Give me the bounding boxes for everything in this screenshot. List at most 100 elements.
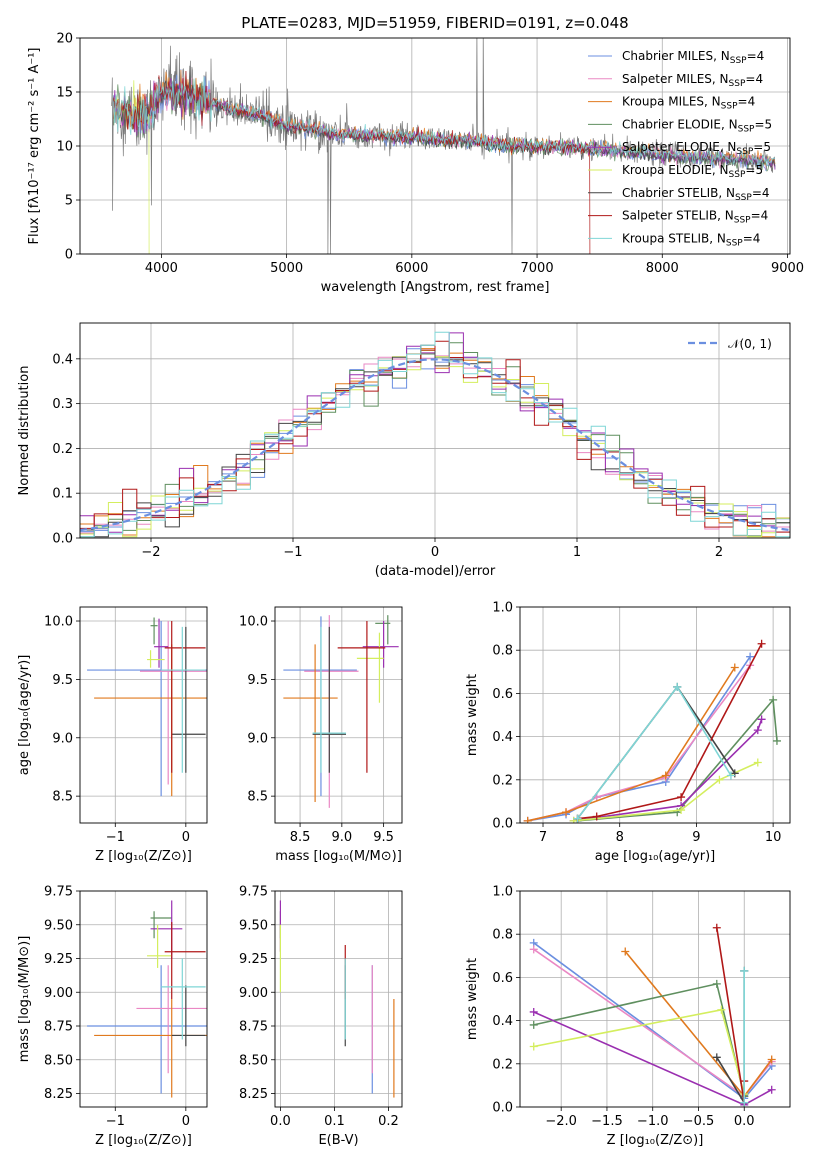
x-tick-label: 0 bbox=[182, 1114, 190, 1129]
errorbar-point-chabrier-stelib bbox=[171, 985, 206, 1047]
errorbar-point-kroupa-stelib bbox=[161, 958, 206, 1040]
y-tick-label: 9.50 bbox=[44, 918, 73, 933]
errorbar-point-salpeter-miles bbox=[304, 615, 359, 808]
legend-label: Chabrier STELIB, NSSP=4 bbox=[622, 186, 770, 203]
y-tick-label: 0.4 bbox=[492, 730, 513, 745]
weight-vs-metallicity-panel: −2.0 −1.5 −1.0 −0.5 0.0 0.0 0.2 0.4 0.6 0.8 1.0 Z [… bbox=[465, 885, 791, 1148]
legend-label: 𝒩(0, 1) bbox=[728, 337, 772, 351]
y-tick-label: 0.0 bbox=[52, 532, 73, 547]
normal-distribution-curve bbox=[80, 358, 790, 532]
series-point-marker bbox=[661, 771, 670, 780]
x-tick-label: 6000 bbox=[395, 261, 428, 276]
grid-lines bbox=[80, 607, 207, 823]
x-tick-label: 9.0 bbox=[331, 830, 352, 845]
age-vs-mass-panel: 8.5 9.0 9.5 8.5 9.0 9.5 10.0 mass [log₁₀(M/M⊙)] bbox=[239, 606, 403, 864]
weight-series-salpeter-miles bbox=[523, 661, 755, 823]
errorbar-point-kroupa-miles bbox=[283, 644, 338, 802]
y-axis-label: mass [log₁₀(M/M⊙)] bbox=[17, 936, 32, 1063]
model-spectrum-kroupa-stelib bbox=[113, 76, 776, 168]
y-tick-label: 0.0 bbox=[492, 817, 513, 832]
y-tick-label: 10.0 bbox=[239, 615, 268, 630]
legend-label: Chabrier ELODIE, NSSP=5 bbox=[622, 117, 772, 134]
x-tick-label: 2 bbox=[715, 545, 723, 560]
plot-area bbox=[283, 615, 399, 808]
legend-label: Chabrier MILES, NSSP=4 bbox=[622, 49, 764, 66]
y-tick-label: 0.3 bbox=[52, 397, 73, 412]
axes-frame bbox=[519, 606, 791, 824]
ticks: −2.0 −1.5 −1.0 −0.5 0.0 0.0 0.2 0.4 0.6 0.8 1.0 bbox=[492, 885, 754, 1130]
plot-area bbox=[523, 639, 781, 823]
series-point-marker bbox=[767, 1055, 776, 1064]
weight-series-kroupa-stelib bbox=[573, 682, 735, 823]
y-axis-label: Flux [fλ10⁻¹⁷ erg cm⁻² s⁻¹ A⁻¹] bbox=[27, 48, 42, 245]
y-tick-label: 0.0 bbox=[492, 1101, 513, 1116]
legend-label: Salpeter MILES, NSSP=4 bbox=[622, 72, 763, 89]
plot-area bbox=[110, 38, 776, 254]
ticks: −1 0 8.25 8.50 8.75 9.00 9.25 9.50 9.75 bbox=[44, 885, 190, 1130]
series-point-marker bbox=[753, 758, 762, 767]
series-line bbox=[577, 697, 778, 822]
grid-lines bbox=[80, 890, 207, 1107]
series-point-marker bbox=[592, 812, 601, 821]
axes-frame bbox=[274, 890, 403, 1108]
errorbar-point-salpeter-stelib bbox=[164, 922, 206, 999]
y-tick-label: 0 bbox=[65, 248, 73, 263]
x-tick-label: 1 bbox=[573, 545, 581, 560]
errorbar-point-salpeter-stelib bbox=[164, 621, 206, 773]
x-tick-label: 0 bbox=[431, 545, 439, 560]
series-point-marker bbox=[529, 1020, 538, 1029]
series-point-marker bbox=[767, 1085, 776, 1094]
errorbar-point-kroupa-stelib bbox=[312, 626, 347, 773]
grid-lines bbox=[275, 607, 402, 823]
x-tick-label: −0.5 bbox=[683, 1114, 715, 1129]
errorbar-point-chabrier-elodie bbox=[150, 617, 158, 645]
weight-series-salpeter-stelib bbox=[573, 639, 766, 823]
errorbar-point-chabrier-miles bbox=[87, 965, 207, 1094]
legend-label-main: Salpeter ELODIE, N bbox=[622, 140, 736, 154]
y-tick-label: 9.5 bbox=[247, 673, 268, 688]
y-tick-label: 8.25 bbox=[44, 1087, 73, 1102]
legend-label: Kroupa STELIB, NSSP=4 bbox=[622, 231, 760, 248]
legend-label-main: Salpeter STELIB, N bbox=[622, 209, 734, 223]
ticks: 7 8 9 10 0.0 0.2 0.4 0.6 0.8 1.0 bbox=[492, 601, 781, 846]
series-point-marker bbox=[726, 771, 735, 780]
y-tick-label: 15 bbox=[56, 86, 73, 101]
plot-area bbox=[529, 923, 776, 1107]
series-point-marker bbox=[677, 793, 686, 802]
chart-title: PLATE=0283, MJD=51959, FIBERID=0191, z=0… bbox=[241, 14, 628, 32]
axes-frame bbox=[79, 322, 791, 539]
errorbar-point-salpeter-stelib bbox=[337, 621, 386, 773]
legend-label-value: =4 bbox=[751, 209, 769, 223]
residual-histogram-kroupa-stelib bbox=[80, 331, 790, 538]
y-tick-label: 0.2 bbox=[52, 442, 73, 457]
y-tick-label: 8.75 bbox=[239, 1020, 268, 1035]
x-axis-label: Z [log₁₀(Z/Z⊙)] bbox=[607, 1133, 704, 1148]
x-tick-label: 0 bbox=[182, 830, 190, 845]
x-tick-label: 8000 bbox=[646, 261, 679, 276]
x-tick-label: −1.5 bbox=[591, 1114, 623, 1129]
y-tick-label: 0.2 bbox=[492, 773, 513, 788]
legend-label-value: =4 bbox=[745, 72, 763, 86]
x-tick-label: 9.5 bbox=[373, 830, 394, 845]
legend-label: Kroupa ELODIE, NSSP=5 bbox=[622, 163, 763, 180]
y-tick-label: 8.5 bbox=[52, 790, 73, 805]
legend-label-value: =5 bbox=[754, 117, 772, 131]
legend-label: Kroupa MILES, NSSP=4 bbox=[622, 95, 755, 112]
legend-label-value: =4 bbox=[752, 186, 770, 200]
x-tick-label: 4000 bbox=[145, 261, 178, 276]
x-tick-label: 8.5 bbox=[290, 830, 311, 845]
legend-label: Salpeter STELIB, NSSP=4 bbox=[622, 209, 768, 226]
legend-label-main: Salpeter MILES, N bbox=[622, 72, 729, 86]
errorbar-point-salpeter-miles bbox=[139, 621, 207, 785]
series-line bbox=[577, 643, 763, 820]
y-tick-label: 0.6 bbox=[492, 971, 513, 986]
y-tick-label: 9.0 bbox=[52, 731, 73, 746]
legend-label-value: =4 bbox=[747, 49, 765, 63]
y-axis-label: age [log₁₀(age/yr)] bbox=[17, 655, 32, 776]
legend-label-main: Chabrier STELIB, N bbox=[622, 186, 735, 200]
weight-series-chabrier-elodie bbox=[573, 695, 781, 823]
series-point-marker bbox=[715, 775, 724, 784]
y-tick-label: 1.0 bbox=[492, 885, 513, 900]
series-line bbox=[573, 719, 763, 822]
